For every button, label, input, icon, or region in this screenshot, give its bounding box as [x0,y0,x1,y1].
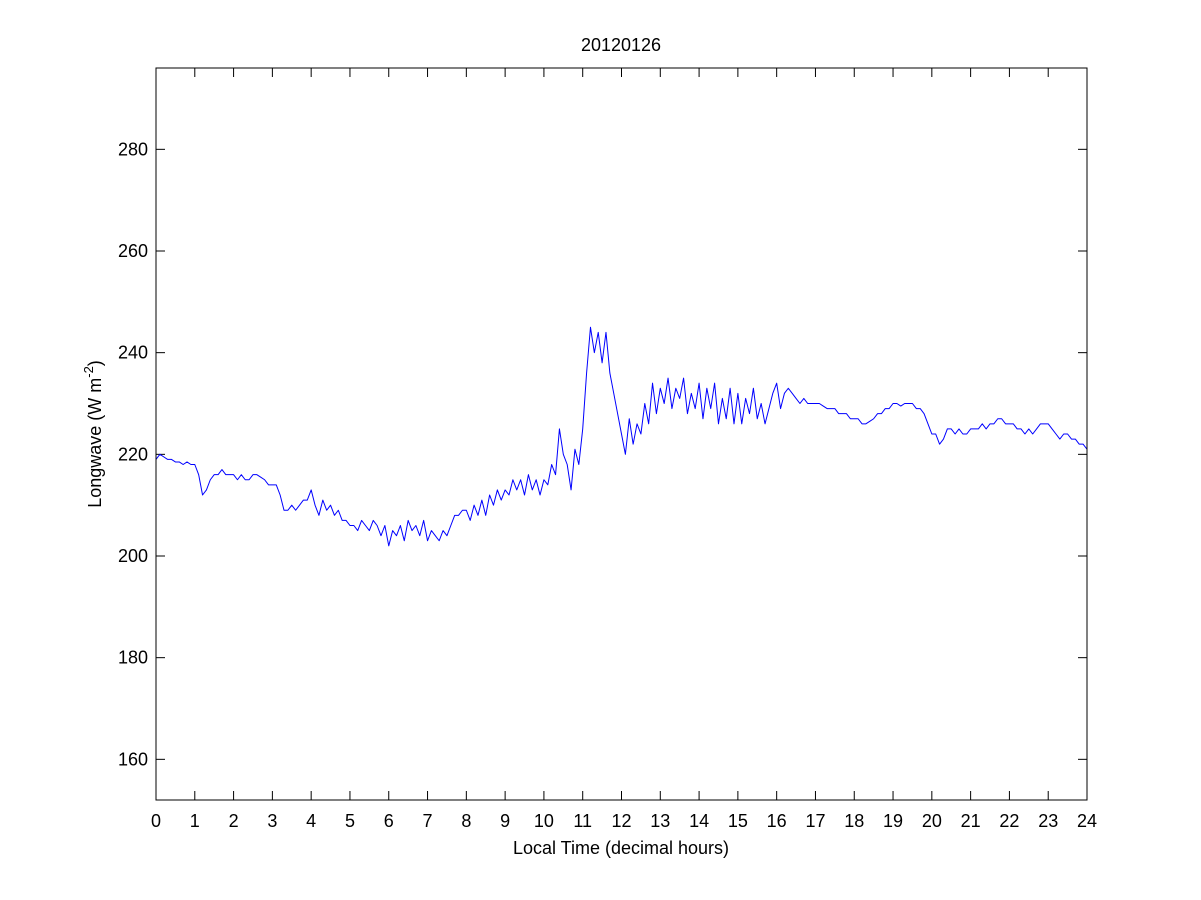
x-tick-label: 20 [922,811,942,831]
y-tick-label: 240 [118,343,148,363]
y-tick-label: 200 [118,546,148,566]
x-tick-label: 14 [689,811,709,831]
y-label-text: Longwave (W m [85,378,105,508]
x-tick-label: 11 [573,811,592,831]
y-tick-label: 220 [118,444,148,464]
data-line [155,326,1088,547]
y-tick-label: 260 [118,241,148,261]
x-tick-label: 10 [534,811,554,831]
x-tick-label: 7 [423,811,433,831]
y-label-superscript: -2 [81,366,96,378]
x-tick-label: 0 [151,811,161,831]
x-tick-label: 3 [267,811,277,831]
x-tick-label: 23 [1038,811,1058,831]
y-axis-label: Longwave (W m-2) [81,360,105,508]
x-tick-label: 6 [384,811,394,831]
x-tick-label: 21 [961,811,981,831]
x-tick-label: 2 [229,811,239,831]
x-tick-label: 4 [306,811,316,831]
y-tick-label: 160 [118,749,148,769]
x-tick-label: 22 [999,811,1019,831]
y-tick-label: 180 [118,648,148,668]
x-tick-label: 13 [650,811,670,831]
y-tick-label: 280 [118,139,148,159]
x-tick-label: 19 [883,811,903,831]
x-tick-label: 15 [728,811,748,831]
x-tick-label: 5 [345,811,355,831]
x-tick-label: 1 [190,811,200,831]
x-tick-label: 16 [767,811,787,831]
x-tick-label: 24 [1077,811,1097,831]
x-tick-label: 18 [844,811,864,831]
x-tick-label: 17 [805,811,825,831]
chart-title: 20120126 [581,35,661,55]
y-label-suffix: ) [85,360,105,366]
x-axis-label: Local Time (decimal hours) [513,838,729,858]
plot-frame [155,67,1088,801]
x-tick-label: 9 [500,811,510,831]
x-tick-label: 12 [611,811,631,831]
x-tick-label: 8 [461,811,471,831]
